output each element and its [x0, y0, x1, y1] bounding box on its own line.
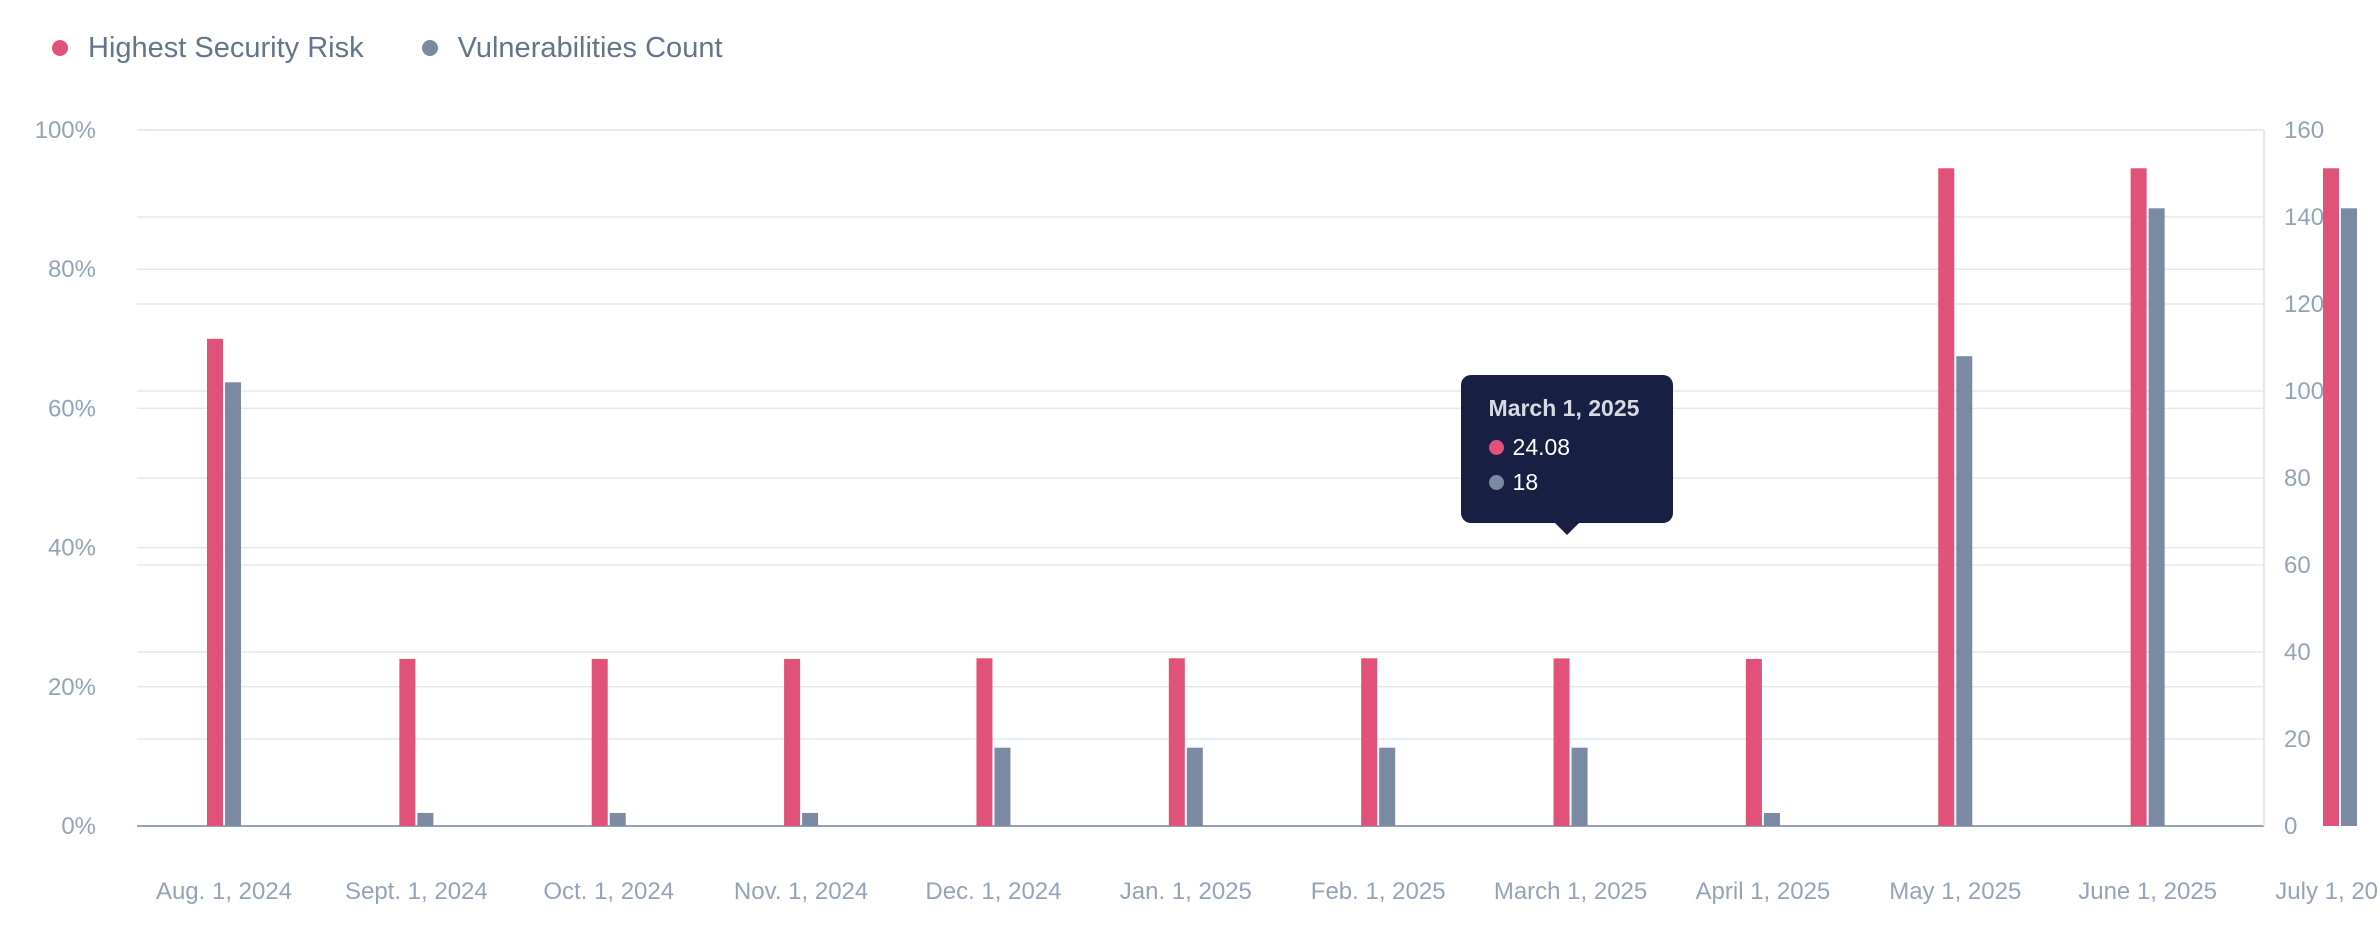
tooltip-dot-vulnerabilities — [1488, 475, 1504, 490]
bar-vulnerabilities-count — [2148, 208, 2165, 827]
bar-vulnerabilities-count — [1379, 747, 1396, 826]
x-tick-label: Aug. 1, 2024 — [156, 878, 292, 905]
bar-vulnerabilities-count — [417, 812, 434, 826]
bar-vulnerabilities-count — [1763, 812, 1780, 826]
tooltip-arrow — [1554, 523, 1579, 535]
tooltip-dot-security-risk — [1488, 440, 1504, 455]
x-tick-label: Oct. 1, 2024 — [543, 878, 674, 905]
legend-dot-vulnerabilities — [421, 40, 438, 56]
bar-vulnerabilities-count — [1186, 747, 1203, 826]
x-tick-label: April 1, 2025 — [1696, 878, 1831, 905]
y-right-tick-label: 20 — [2284, 726, 2311, 753]
bar-highest-security-risk — [1938, 168, 1955, 826]
y-right-tick-label: 0 — [2284, 813, 2297, 840]
y-right-tick-label: 160 — [2284, 117, 2324, 144]
tooltip-title: March 1, 2025 — [1488, 395, 1640, 421]
bar-highest-security-risk — [784, 658, 801, 826]
x-tick-label: Dec. 1, 2024 — [925, 878, 1061, 905]
bar-highest-security-risk — [591, 658, 608, 826]
y-right-tick-label: 40 — [2284, 639, 2311, 666]
legend-item-vulnerabilities-count[interactable]: Vulnerabilities Count — [421, 31, 723, 65]
y-right-tick-label: 140 — [2284, 204, 2324, 231]
y-left-tick-label: 20% — [48, 674, 96, 701]
x-tick-label: May 1, 2025 — [1889, 878, 2021, 905]
x-tick-label: June 1, 2025 — [2078, 878, 2217, 905]
bar-highest-security-risk — [1168, 658, 1185, 826]
tooltip-row-vulnerabilities: 18 — [1488, 469, 1645, 496]
bar-vulnerabilities-count — [2341, 208, 2357, 827]
x-tick-label: Nov. 1, 2024 — [734, 878, 868, 905]
bar-vulnerabilities-count — [802, 812, 819, 826]
bar-highest-security-risk — [1361, 658, 1378, 826]
bar-highest-security-risk — [2323, 168, 2339, 826]
bar-highest-security-risk — [1745, 658, 1762, 826]
legend-label: Vulnerabilities Count — [457, 31, 723, 64]
bar-highest-security-risk — [976, 658, 993, 826]
bar-vulnerabilities-count — [1956, 356, 1973, 826]
chart-legend: Highest Security Risk Vulnerabilities Co… — [52, 28, 781, 68]
chart-tooltip: March 1, 2025 24.08 18 — [1460, 375, 1673, 535]
x-tick-label: Sept. 1, 2024 — [345, 878, 488, 905]
bar-vulnerabilities-count — [609, 812, 626, 826]
bar-highest-security-risk — [1553, 658, 1570, 826]
bar-vulnerabilities-count — [1571, 747, 1588, 826]
x-tick-label: March 1, 2025 — [1494, 878, 1647, 905]
tooltip-row-security-risk: 24.08 — [1488, 434, 1645, 461]
tooltip-value-security-risk: 24.08 — [1512, 434, 1571, 460]
bar-vulnerabilities-count — [225, 382, 241, 826]
x-tick-label: Jan. 1, 2025 — [1120, 878, 1252, 905]
y-left-tick-label: 80% — [48, 256, 96, 283]
y-right-tick-label: 60 — [2284, 552, 2311, 579]
y-left-tick-label: 0% — [61, 813, 96, 840]
y-left-tick-label: 100% — [35, 117, 96, 144]
x-tick-label: Feb. 1, 2025 — [1311, 878, 1446, 905]
y-left-tick-label: 60% — [48, 395, 96, 422]
legend-item-highest-security-risk[interactable]: Highest Security Risk — [52, 32, 364, 65]
y-right-tick-label: 80 — [2284, 465, 2311, 492]
y-right-tick-label: 100 — [2284, 378, 2324, 405]
bar-highest-security-risk — [399, 658, 416, 826]
tooltip-value-vulnerabilities: 18 — [1512, 469, 1539, 495]
x-tick-label: July 1, 2025 — [2275, 878, 2378, 905]
bar-highest-security-risk — [207, 338, 223, 826]
bar-highest-security-risk — [2130, 168, 2147, 826]
legend-dot-security-risk — [52, 40, 68, 56]
y-right-tick-label: 120 — [2284, 291, 2324, 318]
bar-vulnerabilities-count — [994, 747, 1011, 826]
y-left-tick-label: 40% — [48, 535, 96, 562]
legend-label: Highest Security Risk — [88, 31, 364, 64]
